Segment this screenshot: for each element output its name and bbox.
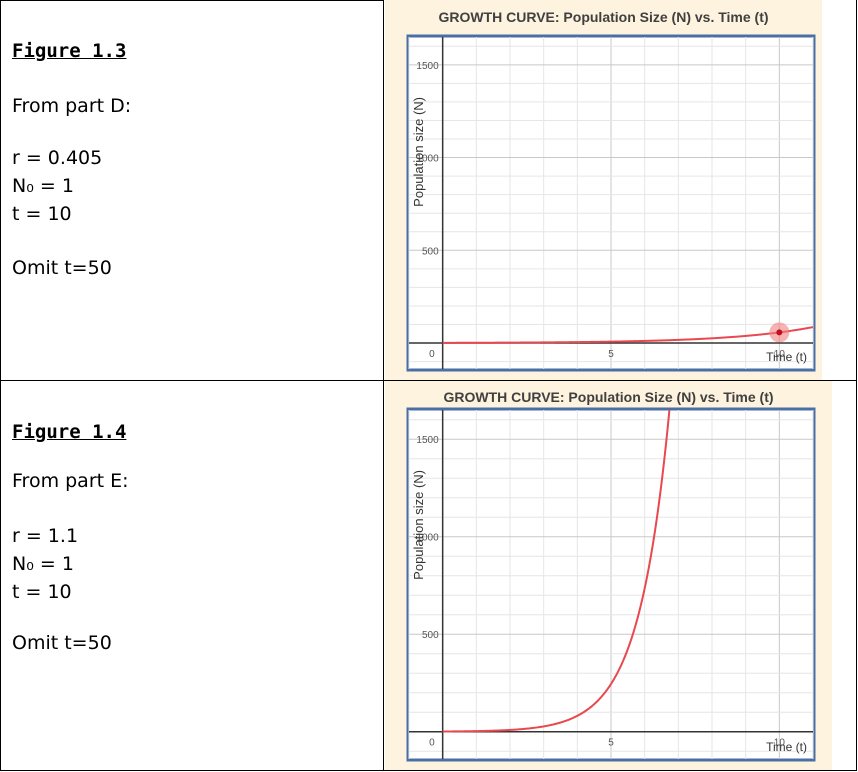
chart-panel-1: GROWTH CURVE: Population Size (N) vs. Ti…	[385, 0, 822, 380]
figure-note: Omit t=50	[12, 632, 112, 654]
highlight-point	[776, 329, 783, 336]
y-axis-label: Population size (N)	[411, 470, 426, 580]
x-tick-label: 10	[774, 738, 786, 749]
table-border-right	[856, 0, 857, 771]
figure-1-3-text-cell: Figure 1.3 From part D: r = 0.405 N₀ = 1…	[0, 0, 384, 380]
param-n0: N₀ = 1	[12, 175, 74, 197]
origin-label: 0	[429, 349, 435, 360]
param-t: t = 10	[12, 203, 72, 225]
param-t: t = 10	[12, 581, 72, 603]
y-tick-label: 1500	[416, 61, 439, 72]
chart-title: GROWTH CURVE: Population Size (N) vs. Ti…	[438, 9, 769, 25]
param-r: r = 1.1	[12, 525, 79, 547]
growth-curve	[442, 410, 671, 733]
y-tick-label: 1000	[416, 154, 439, 165]
x-axis-label: Time (t)	[766, 350, 807, 364]
param-r: r = 0.405	[12, 147, 103, 169]
table-border-middle	[0, 380, 857, 381]
table-border-bottom	[0, 770, 857, 771]
figure-title: Figure 1.4	[12, 421, 127, 443]
figure-title: Figure 1.3	[12, 40, 127, 62]
x-tick-label: 10	[774, 349, 786, 360]
figure-source: From part E:	[12, 470, 129, 492]
table-border-left	[0, 0, 1, 771]
figure-source: From part D:	[12, 95, 132, 117]
origin-label: 0	[429, 738, 435, 749]
growth-chart-2: 500 1000 1500 5 10 0 Time (t) Population size (…	[406, 407, 816, 762]
chart-panel-2: GROWTH CURVE: Population Size (N) vs. Ti…	[385, 381, 832, 770]
table-border-divider	[383, 0, 384, 771]
figure-note: Omit t=50	[12, 257, 112, 279]
x-axis-label: Time (t)	[766, 740, 807, 754]
y-tick-label: 500	[422, 246, 439, 257]
growth-chart-1: 500 1000 1500 5 10 0 Time (t) Population size (…	[406, 34, 816, 372]
growth-curve	[442, 326, 813, 344]
x-tick-label: 5	[608, 349, 614, 360]
y-axis-label: Population size (N)	[411, 97, 426, 207]
y-tick-label: 1000	[416, 533, 439, 544]
param-n0: N₀ = 1	[12, 553, 74, 575]
table-border-top	[0, 0, 384, 1]
figure-1-4-text-cell: Figure 1.4 From part E: r = 1.1 N₀ = 1 t…	[0, 381, 384, 770]
x-tick-label: 5	[608, 738, 614, 749]
y-tick-label: 1500	[416, 435, 439, 446]
chart-title: GROWTH CURVE: Population Size (N) vs. Ti…	[443, 389, 774, 405]
y-tick-label: 500	[422, 630, 439, 641]
